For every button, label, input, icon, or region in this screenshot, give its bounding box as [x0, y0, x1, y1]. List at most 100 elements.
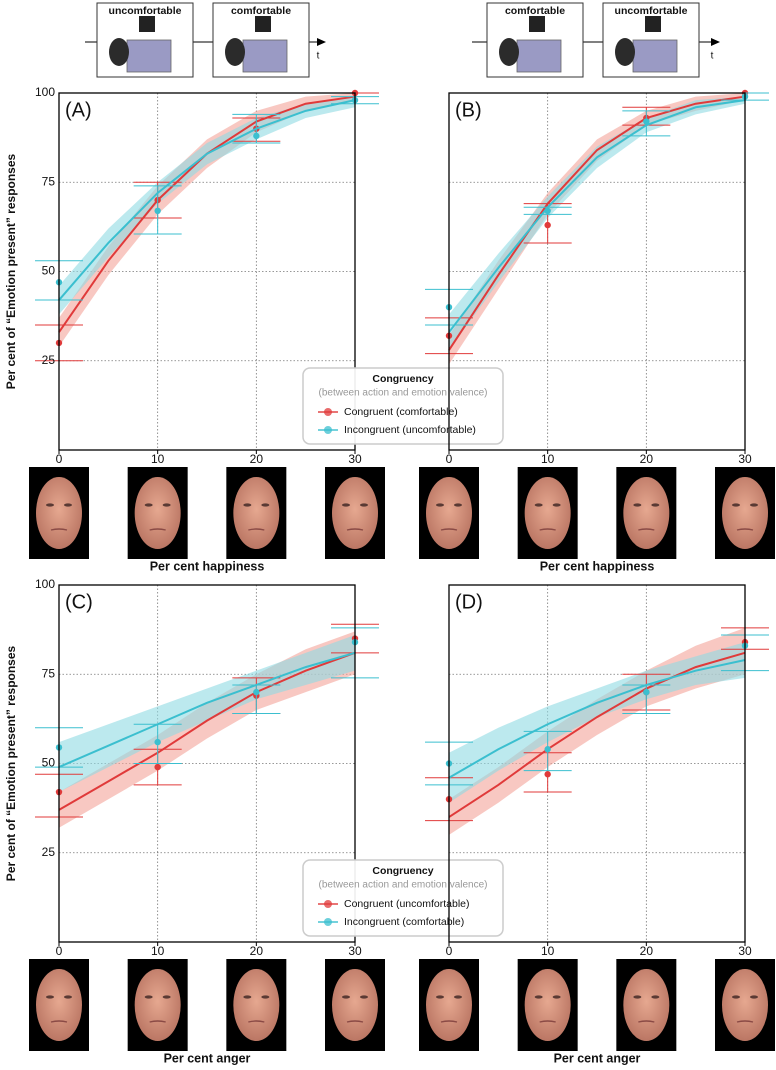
face-eye	[454, 995, 462, 999]
data-point	[643, 688, 650, 696]
face	[524, 477, 571, 549]
face-mouth	[346, 528, 364, 531]
y-tick-label: 100	[35, 85, 55, 99]
face-eye	[162, 503, 171, 507]
face-eye	[261, 995, 270, 999]
face-mouth	[440, 528, 458, 531]
face-eye	[750, 995, 758, 999]
x-tick-label: 0	[446, 452, 453, 466]
face	[233, 969, 280, 1041]
fit-line	[58, 99, 356, 301]
face-eye	[552, 503, 561, 507]
schematic-desk	[126, 39, 172, 73]
x-tick-label: 20	[640, 944, 654, 958]
x-tick-label: 10	[541, 944, 555, 958]
face-mouth	[638, 1020, 655, 1023]
legend-box	[302, 367, 504, 445]
y-axis-label: Per cent of “Emotion present” responses	[4, 645, 18, 881]
face-eye	[750, 503, 758, 507]
legend-title: Congruency	[372, 865, 433, 877]
face	[134, 477, 181, 549]
data-point	[154, 738, 161, 746]
data-point	[154, 207, 161, 215]
arrow-head	[317, 38, 326, 46]
face-eye	[342, 995, 350, 999]
x-tick-label: 10	[151, 944, 165, 958]
data-point	[154, 763, 161, 771]
plot-frame	[448, 92, 746, 451]
face-mouth	[346, 1020, 364, 1023]
face-eye	[534, 503, 543, 507]
data-point	[544, 221, 551, 229]
schematic-person	[109, 38, 129, 66]
panel-label: (D)	[455, 591, 483, 613]
schematic-desk	[516, 39, 562, 73]
confidence-band	[59, 634, 355, 793]
face-eye	[552, 995, 561, 999]
face	[426, 477, 472, 549]
face-mouth	[149, 528, 166, 531]
legend-subtitle: (between action and emotion valence)	[319, 388, 488, 399]
face-mouth	[248, 528, 265, 531]
x-tick-label: 10	[541, 452, 555, 466]
legend-dot	[324, 918, 332, 926]
x-tick-label: 20	[250, 944, 264, 958]
arrow-label: t	[317, 51, 320, 62]
x-axis-label: Per cent happiness	[540, 559, 655, 573]
face-eye	[651, 503, 660, 507]
face-mouth	[539, 528, 556, 531]
face	[426, 969, 472, 1041]
face-eye	[454, 503, 462, 507]
data-point	[253, 688, 260, 696]
schematic-monitor	[255, 16, 271, 32]
schematic-monitor	[139, 16, 155, 32]
x-axis-label: Per cent anger	[164, 1051, 251, 1065]
confidence-band	[449, 93, 745, 365]
schematic-person	[499, 38, 519, 66]
y-tick-label: 100	[35, 577, 55, 591]
x-axis-label: Per cent anger	[554, 1051, 641, 1065]
plot-frame	[58, 92, 356, 451]
y-tick-label: 50	[42, 756, 56, 770]
face	[524, 969, 571, 1041]
face-eye	[162, 995, 171, 999]
face-eye	[144, 503, 153, 507]
y-tick-label: 75	[42, 174, 56, 188]
schematic-person	[615, 38, 635, 66]
x-tick-label: 30	[738, 452, 752, 466]
face-mouth	[149, 1020, 166, 1023]
face-mouth	[50, 528, 68, 531]
face-mouth	[50, 1020, 68, 1023]
face	[332, 969, 378, 1041]
data-point	[253, 132, 260, 140]
fit-line	[448, 99, 746, 333]
data-point	[544, 746, 551, 753]
face-eye	[436, 995, 444, 999]
arrow-label: t	[711, 51, 714, 62]
x-tick-label: 20	[250, 452, 264, 466]
face-mouth	[440, 1020, 458, 1023]
face	[134, 969, 181, 1041]
face-mouth	[736, 528, 754, 531]
schematic-person	[225, 38, 245, 66]
legend-box	[302, 859, 504, 937]
plot-frame	[448, 584, 746, 943]
face	[233, 477, 280, 549]
face-eye	[243, 503, 252, 507]
schematic-desk	[242, 39, 288, 73]
schematic-label: comfortable	[231, 5, 291, 17]
fit-line	[58, 651, 356, 768]
face-mouth	[248, 1020, 265, 1023]
legend-label: Congruent (uncomfortable)	[344, 898, 469, 910]
face	[36, 969, 82, 1041]
plot-frame	[58, 584, 356, 943]
x-tick-label: 0	[56, 452, 63, 466]
face	[332, 477, 378, 549]
face	[623, 477, 670, 549]
face-eye	[732, 503, 740, 507]
panel-label: (C)	[65, 591, 93, 613]
fit-line	[448, 658, 746, 779]
x-tick-label: 30	[738, 944, 752, 958]
face-mouth	[638, 528, 655, 531]
legend-title: Congruency	[372, 373, 433, 385]
